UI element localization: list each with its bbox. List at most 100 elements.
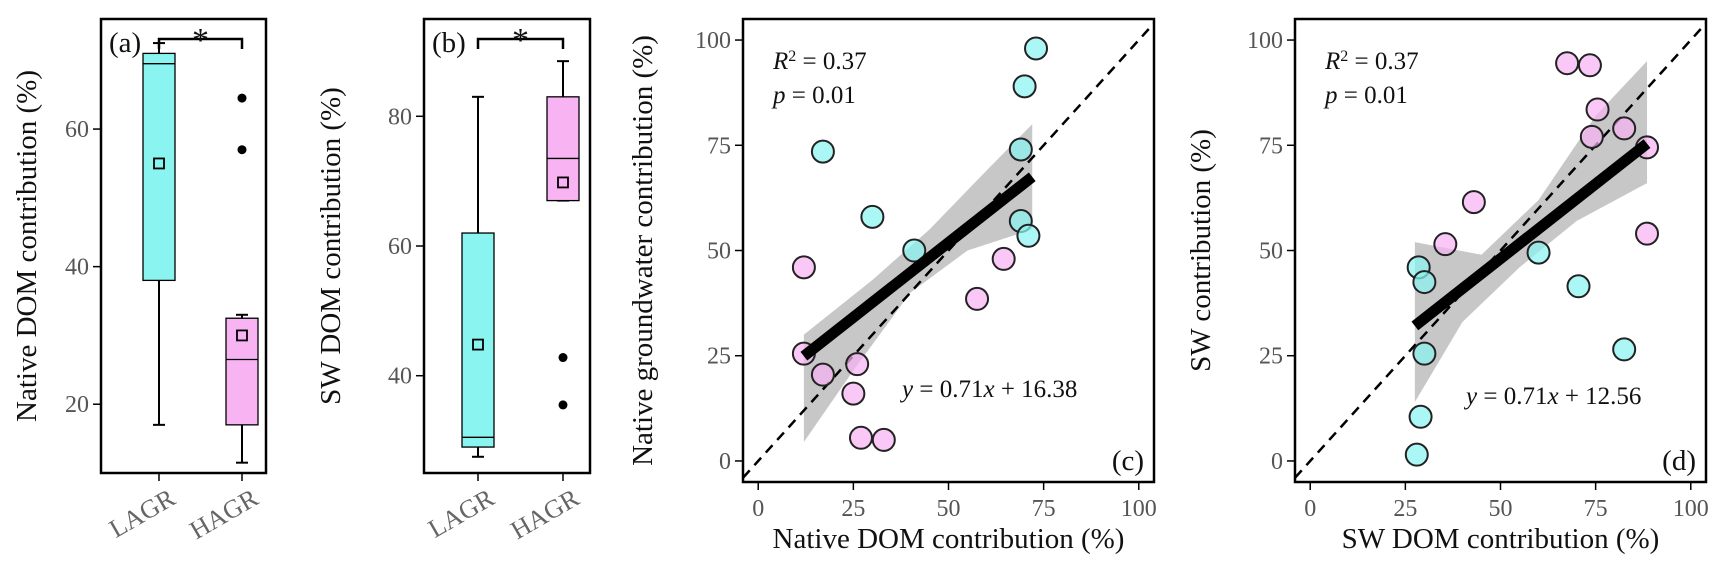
y-tick-label: 50 — [707, 239, 731, 265]
p-value-annotation: p = 0.01 — [771, 82, 856, 109]
point-hagr — [791, 255, 816, 280]
y-tick-label: 75 — [707, 133, 731, 159]
panel-a: 20 40 60 Native DOM contribution (%) (a) LAGR… — [11, 17, 268, 545]
point-lagr — [860, 204, 885, 229]
outlier-point — [237, 93, 247, 103]
plot-area — [743, 22, 1154, 479]
one-to-one-line — [743, 22, 1154, 479]
plot-area — [1295, 22, 1706, 479]
significance-bracket — [476, 37, 565, 49]
panel-d: 0 25 50 75 100 0 25 50 75 100 SW DOM contribution … — [1185, 17, 1709, 555]
box-iqr — [546, 96, 580, 202]
r-squared-superscript: 2 — [1340, 48, 1348, 65]
plot-frame — [99, 17, 268, 475]
panel-label: (a) — [109, 27, 141, 59]
y-tick-label: 75 — [1259, 133, 1283, 159]
y-tick-label: 20 — [65, 392, 89, 418]
significance-bracket — [157, 37, 244, 49]
equation-intercept: + 12.56 — [1559, 383, 1642, 410]
regression-equation: y = 0.71x + 16.38 — [899, 376, 1077, 403]
r-squared-symbol: R — [772, 48, 788, 75]
equation-y: y — [899, 376, 914, 403]
point-lagr — [1024, 36, 1049, 61]
x-tick-label: 50 — [937, 496, 961, 522]
point-lagr — [1404, 442, 1429, 467]
mean-marker — [472, 338, 484, 351]
y-axis-label: Native DOM contribution (%) — [11, 70, 43, 422]
x-category-label: HAGR — [506, 483, 585, 545]
r-squared-symbol: R — [1324, 48, 1340, 75]
point-hagr — [1577, 53, 1602, 78]
point-lagr — [1012, 74, 1037, 99]
x-tick-label: 100 — [1673, 496, 1709, 522]
y-axis-label: Native groundwater contribution (%) — [627, 35, 659, 466]
point-hagr — [848, 425, 873, 450]
point-hagr — [965, 286, 990, 311]
box-iqr — [142, 52, 176, 282]
x-tick-label: 0 — [752, 496, 764, 522]
r-squared-value: = 0.37 — [796, 48, 866, 75]
outlier-point — [237, 145, 247, 155]
panel-label: (d) — [1662, 445, 1696, 477]
point-lagr — [1008, 137, 1033, 162]
y-tick-label: 60 — [388, 234, 412, 260]
y-tick-label: 60 — [65, 117, 89, 143]
significance-marker: * — [192, 22, 209, 59]
equation-x: x — [1546, 383, 1558, 410]
point-lagr — [1526, 240, 1551, 265]
equation-intercept: + 16.38 — [995, 376, 1078, 403]
point-hagr — [991, 246, 1016, 271]
box-iqr — [225, 317, 259, 426]
point-lagr — [902, 238, 927, 263]
y-tick-label: 0 — [719, 449, 731, 475]
equation-y: y — [1463, 383, 1478, 410]
panel-b: 40 60 80 SW DOM contribution (%) (b) LAGR HAGR… — [315, 17, 592, 545]
y-tick-label: 100 — [695, 28, 731, 54]
mean-marker — [557, 176, 569, 189]
point-hagr — [841, 381, 866, 406]
point-lagr — [1566, 274, 1591, 299]
y-tick-label: 25 — [1259, 344, 1283, 370]
p-symbol: p — [771, 82, 786, 109]
box-hagr — [546, 60, 580, 410]
x-tick-label: 50 — [1489, 496, 1513, 522]
panel-label: (c) — [1112, 445, 1144, 477]
y-tick-label: 80 — [388, 104, 412, 130]
point-hagr — [1555, 51, 1580, 76]
outlier-point — [558, 400, 568, 410]
x-tick-label: 25 — [1393, 496, 1417, 522]
x-category-label: LAGR — [104, 483, 180, 544]
x-tick-label: 0 — [1304, 496, 1316, 522]
point-hagr — [810, 362, 835, 387]
point-hagr — [1433, 232, 1458, 257]
point-hagr — [1612, 116, 1637, 141]
point-lagr — [1016, 223, 1041, 248]
p-value: = 0.01 — [1338, 82, 1408, 109]
p-value-annotation: p = 0.01 — [1323, 82, 1408, 109]
point-hagr — [871, 427, 896, 452]
y-tick-label: 40 — [388, 364, 412, 390]
x-tick-label: 75 — [1032, 496, 1056, 522]
x-category-label: HAGR — [185, 483, 264, 545]
point-hagr — [1585, 97, 1610, 122]
y-axis-label: SW DOM contribution (%) — [315, 87, 347, 405]
one-to-one-line — [1295, 22, 1706, 479]
y-axis-label: SW contribution (%) — [1185, 129, 1217, 372]
equation-slope: = 0.71 — [1477, 383, 1547, 410]
x-axis-label: Native DOM contribution (%) — [773, 523, 1125, 555]
point-hagr — [845, 352, 870, 377]
regression-line — [800, 172, 1036, 361]
y-tick-label: 40 — [65, 255, 89, 281]
y-tick-label: 25 — [707, 344, 731, 370]
r-squared-annotation: R2 = 0.37 — [1324, 48, 1419, 76]
x-tick-label: 25 — [841, 496, 865, 522]
mean-marker — [153, 157, 165, 170]
y-tick-label: 0 — [1271, 449, 1283, 475]
equation-slope: = 0.71 — [913, 376, 983, 403]
point-hagr — [1461, 190, 1486, 215]
regression-line — [1411, 139, 1651, 331]
mean-marker — [236, 329, 248, 342]
x-category-label: LAGR — [423, 483, 499, 544]
